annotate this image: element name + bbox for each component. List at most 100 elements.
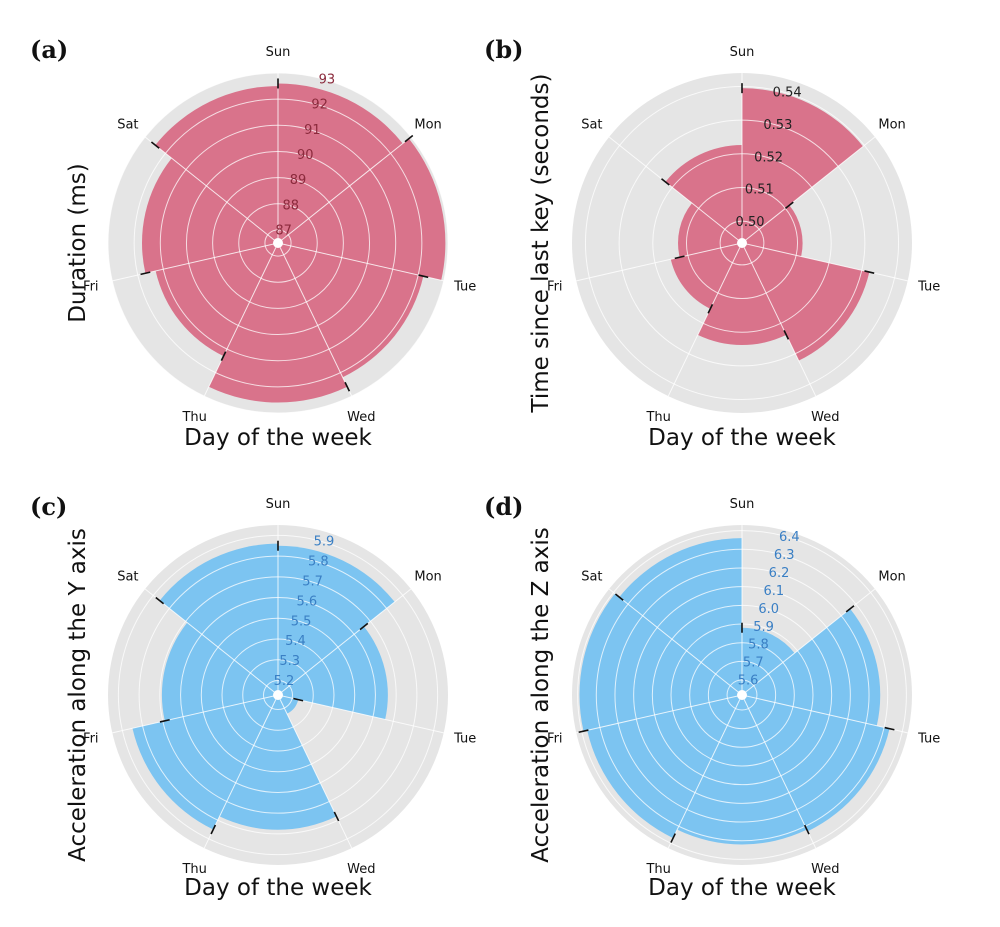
category-tick-mark bbox=[404, 134, 414, 143]
x-axis-title: Day of the week bbox=[184, 425, 372, 451]
radial-tick-label: 6.1 bbox=[764, 584, 785, 599]
polar-center bbox=[737, 690, 747, 700]
bar-wed bbox=[219, 695, 337, 830]
radial-tick-label: 5.7 bbox=[302, 574, 323, 589]
panel-label: (d) bbox=[484, 492, 524, 521]
category-tick-mark bbox=[344, 381, 351, 392]
chart-panel-c: (c) 5.2 5.3 5.4 5.5 5.6 5.7 5.8 5.9 Sun Mon Tue Wed T… bbox=[30, 492, 476, 901]
angular-grid-line bbox=[112, 242, 279, 282]
bar-wed bbox=[208, 243, 348, 403]
angular-grid-line bbox=[277, 242, 353, 397]
angular-grid-line bbox=[667, 694, 743, 849]
day-label-thu: Thu bbox=[645, 410, 670, 425]
radial-tick-label: 93 bbox=[319, 73, 336, 88]
category-tick-mark bbox=[674, 255, 685, 260]
day-label-sat: Sat bbox=[581, 569, 602, 584]
category-tick-mark bbox=[578, 729, 589, 734]
day-label-sun: Sun bbox=[730, 497, 755, 512]
radial-tick-label: 5.2 bbox=[274, 674, 295, 689]
polar-center bbox=[273, 238, 283, 248]
bar-sat bbox=[159, 543, 278, 695]
category-tick-mark bbox=[661, 178, 670, 186]
x-axis-title: Day of the week bbox=[184, 875, 372, 901]
radial-tick-label: 6.3 bbox=[774, 548, 795, 563]
bar-sat bbox=[619, 538, 742, 695]
category-tick-mark bbox=[418, 274, 429, 279]
category-tick-mark bbox=[220, 351, 227, 361]
bar-tue bbox=[278, 695, 299, 714]
angular-grid-line bbox=[741, 242, 817, 397]
angular-grid-line bbox=[667, 242, 743, 397]
bar-fri bbox=[161, 622, 278, 721]
radial-tick-label: 0.51 bbox=[745, 183, 774, 198]
radial-tick-label: 5.9 bbox=[753, 620, 774, 635]
chart-panel-a: (a) 87 88 89 90 91 92 93 Sun Mon Tue Wed Thu Fri Sat Da… bbox=[30, 35, 476, 451]
category-tick-mark bbox=[884, 726, 895, 731]
y-axis-title: Acceleration along the Z axis bbox=[528, 527, 554, 862]
day-label-thu: Thu bbox=[181, 862, 206, 877]
bar-wed bbox=[697, 243, 787, 346]
category-tick-mark bbox=[210, 824, 217, 835]
category-tick-mark bbox=[150, 141, 160, 149]
day-label-fri: Fri bbox=[547, 732, 563, 747]
y-axis-title: Acceleration along the Y axis bbox=[65, 528, 91, 862]
radial-tick-label: 6.4 bbox=[779, 530, 800, 545]
day-label-sat: Sat bbox=[117, 569, 138, 584]
angular-grid-line bbox=[144, 136, 279, 244]
category-tick-mark bbox=[670, 833, 676, 843]
angular-grid-line bbox=[112, 694, 279, 734]
angular-grid-line bbox=[741, 694, 817, 849]
angular-grid-line bbox=[741, 136, 876, 244]
category-tick-mark bbox=[707, 303, 714, 314]
bar-sun bbox=[742, 88, 864, 244]
day-label-sat: Sat bbox=[117, 117, 138, 132]
bar-sun bbox=[278, 545, 395, 695]
category-tick-mark bbox=[140, 271, 151, 276]
angular-grid-line bbox=[203, 242, 279, 397]
day-label-fri: Fri bbox=[547, 280, 563, 295]
radial-tick-label: 91 bbox=[304, 123, 321, 138]
radial-tick-label: 0.53 bbox=[763, 118, 792, 133]
bar-sat bbox=[665, 145, 742, 243]
day-label-mon: Mon bbox=[878, 569, 905, 584]
bar-mon bbox=[742, 608, 881, 726]
x-axis-title: Day of the week bbox=[648, 875, 836, 901]
day-label-tue: Tue bbox=[917, 280, 940, 295]
day-label-mon: Mon bbox=[878, 117, 905, 132]
category-tick-mark bbox=[614, 593, 624, 601]
angular-grid-line bbox=[144, 588, 279, 696]
radial-tick-label: 5.6 bbox=[297, 594, 318, 609]
category-tick-mark bbox=[803, 824, 810, 835]
angular-grid-line bbox=[277, 694, 353, 849]
radial-tick-label: 6.0 bbox=[758, 602, 779, 617]
radial-tick-label: 5.5 bbox=[291, 614, 312, 629]
radial-tick-label: 0.52 bbox=[754, 150, 783, 165]
day-label-tue: Tue bbox=[453, 732, 476, 747]
bar-fri bbox=[142, 158, 278, 274]
angular-grid-line bbox=[277, 136, 412, 244]
day-label-mon: Mon bbox=[414, 569, 441, 584]
radial-tick-label: 5.4 bbox=[285, 634, 306, 649]
chart-panel-d: (d) 5.6 5.7 5.8 5.9 6.0 6.1 6.2 6.3 6.4 Sun Mon Tue W… bbox=[484, 492, 940, 901]
angular-grid-line bbox=[741, 242, 908, 282]
angular-grid-line bbox=[608, 588, 743, 696]
day-label-sun: Sun bbox=[730, 45, 755, 60]
radial-tick-label: 90 bbox=[297, 148, 314, 163]
panel-label: (c) bbox=[30, 492, 67, 521]
day-label-wed: Wed bbox=[811, 410, 839, 425]
day-label-wed: Wed bbox=[347, 410, 375, 425]
day-label-sun: Sun bbox=[266, 497, 291, 512]
angular-grid-line bbox=[741, 694, 908, 734]
radial-tick-label: 5.3 bbox=[279, 654, 300, 669]
polar-center bbox=[273, 690, 283, 700]
angular-grid-line bbox=[203, 694, 279, 849]
angular-grid-line bbox=[277, 242, 444, 282]
bar-mon bbox=[278, 626, 388, 720]
angular-grid-line bbox=[576, 242, 743, 282]
category-tick-mark bbox=[293, 697, 304, 702]
category-tick-mark bbox=[783, 330, 790, 340]
angular-grid-line bbox=[277, 694, 444, 734]
bar-thu bbox=[155, 243, 278, 357]
radial-tick-label: 88 bbox=[283, 198, 300, 213]
